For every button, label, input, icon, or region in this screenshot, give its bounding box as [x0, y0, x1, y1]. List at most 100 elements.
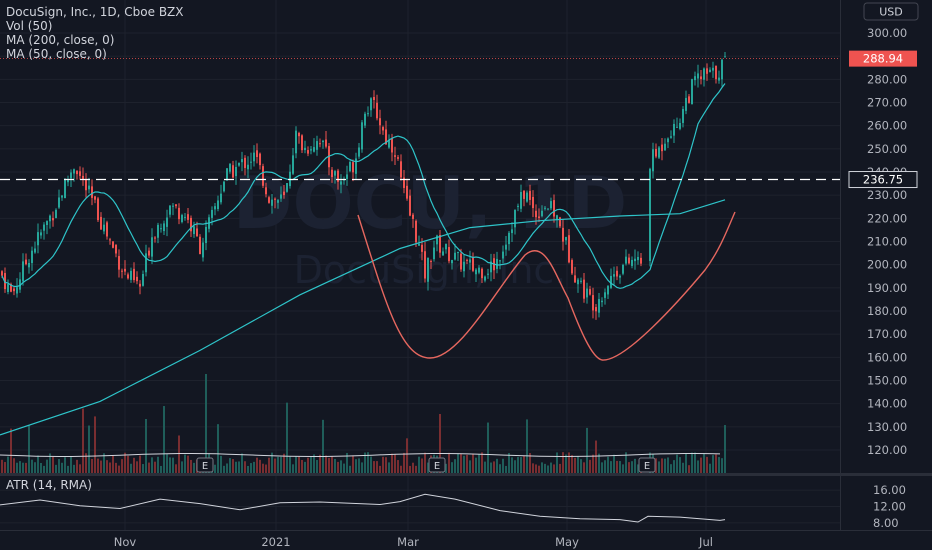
ma200-legend[interactable]: MA (200, close, 0): [6, 33, 115, 47]
atr-axis[interactable]: 16.00 12.00 8.00: [873, 483, 906, 530]
volume-bar: [349, 465, 351, 474]
candle-body: [82, 175, 84, 180]
volume-bar: [460, 453, 462, 474]
volume-bar: [451, 462, 453, 474]
candle-body: [118, 256, 120, 270]
candle-body: [619, 275, 621, 278]
price-tick-label: 150.00: [867, 374, 907, 388]
volume-bar: [52, 456, 54, 474]
candle-body: [259, 153, 261, 166]
volume-bar: [271, 452, 273, 474]
volume-bar: [439, 414, 441, 474]
volume-bar: [283, 453, 285, 474]
candle-body: [718, 77, 720, 81]
volume-bar: [544, 463, 546, 474]
volume-bar: [172, 457, 174, 474]
usd-button[interactable]: USD: [863, 2, 919, 21]
candle-body: [697, 73, 699, 79]
volume-bar: [499, 464, 501, 474]
atr-line: [0, 493, 726, 523]
volume-bar: [382, 456, 384, 474]
candle-body: [319, 143, 321, 145]
volume-bar: [457, 453, 459, 474]
time-tick-label: Nov: [114, 535, 137, 549]
candle-body: [145, 253, 147, 273]
volume-bar: [394, 454, 396, 474]
candle-body: [448, 247, 450, 262]
volume-bar: [55, 464, 57, 474]
candle-body: [364, 113, 366, 126]
candle-body: [229, 163, 231, 172]
volume-bar: [298, 456, 300, 474]
candle-body: [340, 181, 342, 185]
candle-body: [139, 283, 141, 287]
candle-body: [121, 270, 123, 272]
time-axis[interactable]: Nov 2021 Mar May Jul: [114, 535, 713, 549]
volume-bar: [625, 452, 627, 474]
symbol-watermark-subtitle: DocuSign, Inc.: [294, 248, 567, 292]
volume-bar: [415, 465, 417, 474]
volume-bar: [235, 461, 237, 474]
volume-bar: [694, 452, 696, 474]
candle-body: [544, 207, 546, 209]
volume-bar: [241, 453, 243, 474]
candle-body: [559, 217, 561, 227]
candle-body: [589, 289, 591, 295]
atr-tick-label: 12.00: [873, 500, 906, 514]
candle-body: [562, 227, 564, 242]
volume-bar: [691, 452, 693, 474]
candle-body: [469, 259, 471, 263]
volume-bar: [445, 463, 447, 474]
candle-body: [487, 273, 489, 275]
candle-body: [265, 187, 267, 195]
volume-bar: [67, 465, 69, 474]
price-axis[interactable]: 300.00290.00280.00270.00260.00250.00240.…: [867, 26, 907, 457]
ma50-legend[interactable]: MA (50, close, 0): [6, 47, 107, 61]
last-price-tag: 288.94: [849, 50, 917, 67]
volume-bar: [505, 465, 507, 474]
volume-bar: [565, 454, 567, 474]
price-tick-label: 160.00: [867, 350, 907, 364]
candle-body: [625, 256, 627, 264]
volume-bar: [604, 460, 606, 474]
price-tick-label: 200.00: [867, 258, 907, 272]
candle-body: [250, 161, 252, 163]
candle-body: [664, 143, 666, 151]
candle-body: [67, 180, 69, 183]
currency-label: USD: [879, 6, 903, 19]
candle-body: [31, 250, 33, 264]
candle-body: [505, 244, 507, 250]
candle-body: [124, 268, 126, 272]
candle-body: [595, 307, 597, 312]
volume-bar: [685, 453, 687, 474]
symbol-watermark: DOCU, 1D: [233, 161, 628, 245]
candle-body: [256, 150, 258, 158]
volume-bar: [268, 457, 270, 474]
candle-body: [478, 267, 480, 273]
volume-bar: [115, 462, 117, 474]
candle-body: [247, 164, 249, 170]
volume-bar: [478, 454, 480, 474]
candle-body: [61, 195, 63, 198]
candle-body: [691, 79, 693, 105]
candle-body: [472, 257, 474, 271]
vol-legend[interactable]: Vol (50): [6, 19, 53, 33]
volume-bar: [364, 452, 366, 474]
volume-bar: [88, 425, 90, 474]
atr-legend[interactable]: ATR (14, RMA): [6, 478, 92, 492]
volume-bar: [622, 464, 624, 474]
volume-bar: [538, 465, 540, 474]
volume-bar: [322, 419, 324, 474]
candle-body: [52, 218, 54, 221]
volume-bar: [160, 465, 162, 474]
candle-body: [175, 204, 177, 207]
candle-body: [70, 172, 72, 179]
volume-bar: [217, 424, 219, 474]
volume-bar: [667, 457, 669, 474]
volume-bar: [631, 461, 633, 474]
volume-bar: [385, 457, 387, 474]
volume-bar: [367, 452, 369, 474]
symbol-title[interactable]: DocuSign, Inc., 1D, Cboe BZX: [6, 5, 184, 19]
